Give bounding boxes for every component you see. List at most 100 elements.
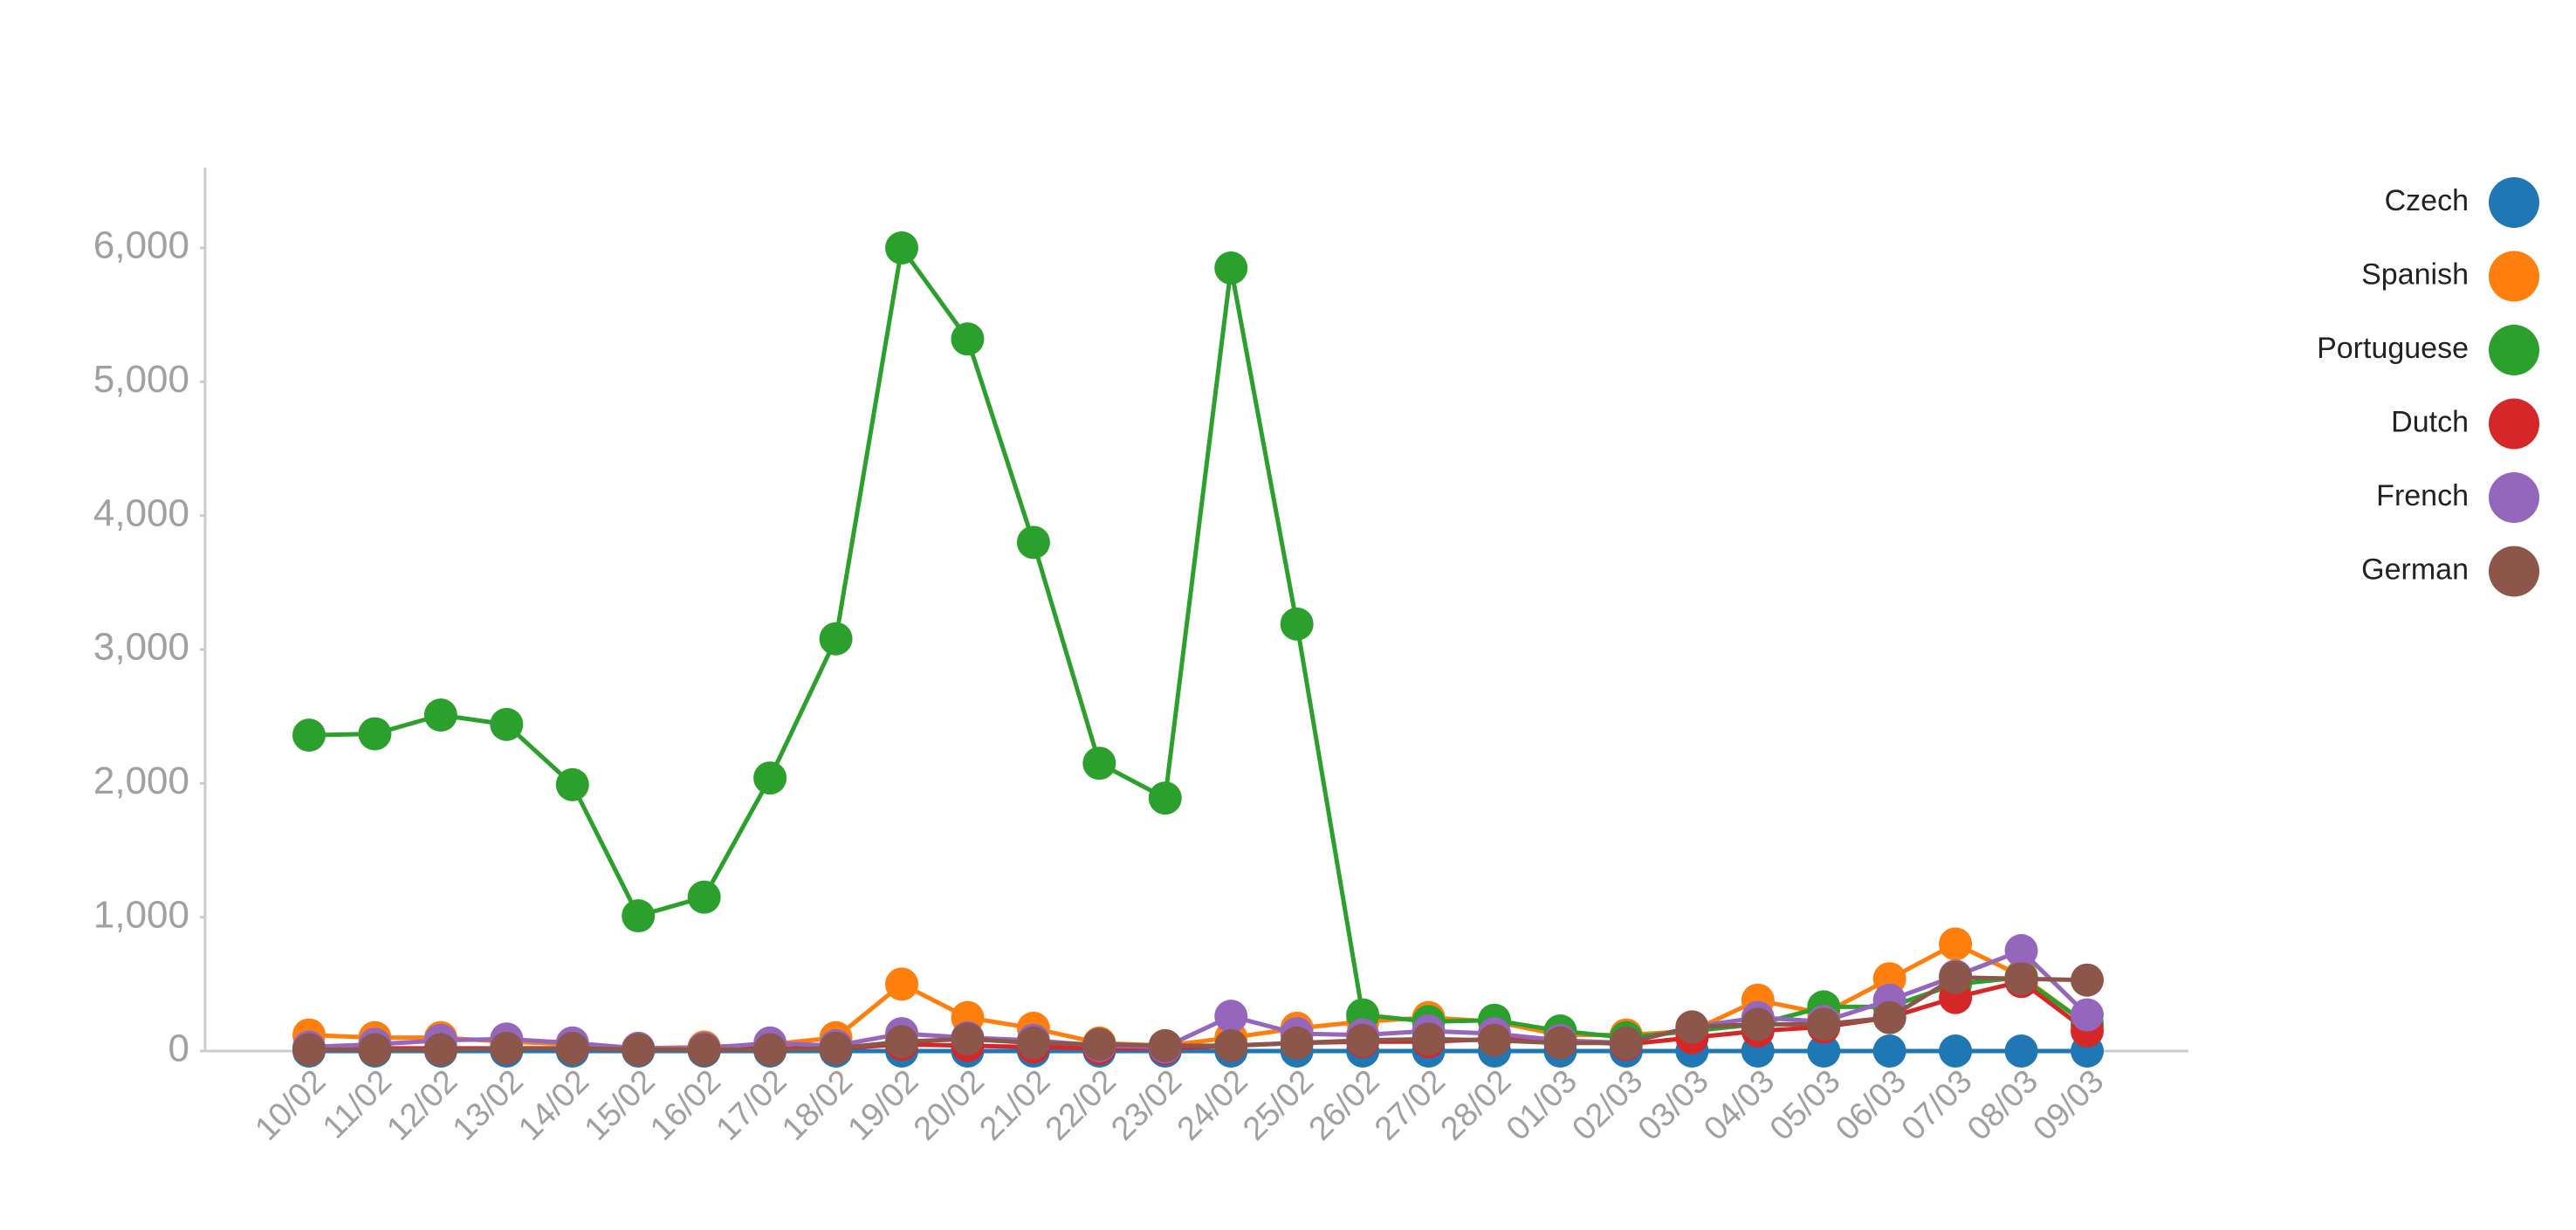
y-tick-label: 4,000 [93, 491, 189, 534]
series-line [308, 948, 2089, 1051]
data-point [1939, 1034, 1973, 1068]
data-point [423, 1033, 457, 1067]
y-tick-label: 0 [168, 1027, 189, 1070]
data-point [555, 1031, 589, 1065]
x-tick-label: 08/03 [1961, 1063, 2045, 1148]
data-point [2071, 998, 2104, 1032]
x-tick-label: 23/02 [1104, 1063, 1189, 1148]
data-point [1280, 607, 1314, 641]
legend-label: French [2376, 479, 2469, 512]
data-point [1412, 1022, 1446, 1056]
x-tick-label: 24/02 [1171, 1063, 1255, 1148]
x-tick-label: 26/02 [1302, 1063, 1387, 1148]
legend-swatch [2489, 472, 2539, 523]
legend-swatch [2489, 251, 2539, 302]
x-tick-label: 18/02 [775, 1063, 860, 1148]
data-point [2071, 963, 2104, 997]
x-tick-label: 04/03 [1697, 1063, 1782, 1148]
data-point [1609, 1026, 1643, 1060]
y-tick-label: 6,000 [93, 224, 189, 267]
x-tick-label: 17/02 [710, 1063, 794, 1148]
data-point [1939, 960, 1973, 994]
x-tick-label: 25/02 [1236, 1063, 1321, 1148]
data-point [622, 1033, 656, 1067]
legend-label: Dutch [2391, 405, 2469, 438]
data-point [885, 967, 918, 1001]
data-point [819, 1031, 853, 1065]
data-point [1148, 781, 1182, 815]
x-tick-label: 16/02 [643, 1063, 728, 1148]
x-tick-label: 09/03 [2027, 1063, 2112, 1148]
data-point [885, 1025, 918, 1059]
x-tick-label: 13/02 [446, 1063, 531, 1148]
data-point [1016, 526, 1050, 560]
data-point [622, 899, 656, 933]
x-tick-label: 10/02 [249, 1063, 333, 1148]
legend-swatch [2489, 398, 2539, 450]
legend-label: German [2361, 553, 2469, 586]
series-line [309, 975, 2088, 1052]
series-line [308, 242, 2089, 1041]
data-point [555, 767, 589, 801]
x-tick-label: 07/03 [1895, 1063, 1980, 1148]
y-tick-label: 2,000 [93, 759, 189, 802]
x-tick-label: 15/02 [578, 1063, 663, 1148]
data-point [1872, 1034, 1906, 1068]
data-point [951, 322, 985, 356]
data-point [1016, 1026, 1050, 1060]
x-tick-label: 21/02 [972, 1063, 1057, 1148]
data-point [490, 707, 524, 741]
data-point [423, 698, 457, 732]
legend-swatch [2489, 177, 2539, 228]
data-point [819, 622, 853, 656]
data-point [1082, 746, 1116, 780]
legend-swatch [2489, 546, 2539, 597]
x-tick-label: 03/03 [1631, 1063, 1716, 1148]
data-point [1214, 251, 1248, 285]
x-tick-label: 06/03 [1829, 1063, 1913, 1148]
y-tick-label: 1,000 [93, 893, 189, 936]
x-tick-label: 12/02 [380, 1063, 464, 1148]
y-tick-label: 3,000 [93, 626, 189, 669]
data-point [358, 717, 392, 751]
x-tick-label: 05/03 [1763, 1063, 1848, 1148]
x-tick-label: 11/02 [316, 1063, 399, 1146]
x-tick-label: 19/02 [841, 1063, 926, 1148]
data-point [1214, 1028, 1248, 1062]
data-point [687, 880, 721, 914]
data-point [951, 1022, 985, 1056]
data-point [1807, 1034, 1841, 1068]
x-tick-label: 02/03 [1565, 1063, 1650, 1148]
x-tick-label: 01/03 [1500, 1063, 1584, 1148]
data-point [2004, 934, 2038, 967]
data-point [1807, 1007, 1841, 1041]
x-tick-label: 14/02 [512, 1063, 596, 1148]
data-point [1346, 1023, 1380, 1057]
data-point [1478, 1023, 1511, 1057]
legend-swatch [2489, 325, 2539, 375]
data-point [1214, 1000, 1248, 1034]
data-point [753, 1033, 787, 1067]
data-point [1082, 1027, 1116, 1062]
data-point [687, 1033, 721, 1067]
x-tick-label: 22/02 [1039, 1063, 1123, 1148]
legend-label: Czech [2385, 184, 2469, 217]
data-point [1543, 1026, 1577, 1060]
data-point [292, 1033, 326, 1067]
series [292, 960, 2104, 1067]
series [292, 231, 2104, 1055]
data-point [1872, 1000, 1906, 1034]
data-point [885, 231, 918, 265]
data-point [2004, 962, 2038, 996]
data-point [1675, 1010, 1709, 1044]
x-tick-label: 27/02 [1368, 1063, 1453, 1148]
x-tick-label: 20/02 [907, 1063, 992, 1148]
data-point [753, 761, 787, 795]
legend-label: Spanish [2361, 258, 2469, 291]
data-point [1939, 927, 1973, 961]
data-point [1280, 1026, 1314, 1060]
y-tick-label: 5,000 [93, 358, 189, 401]
data-point [490, 1031, 524, 1065]
data-point [292, 718, 326, 752]
